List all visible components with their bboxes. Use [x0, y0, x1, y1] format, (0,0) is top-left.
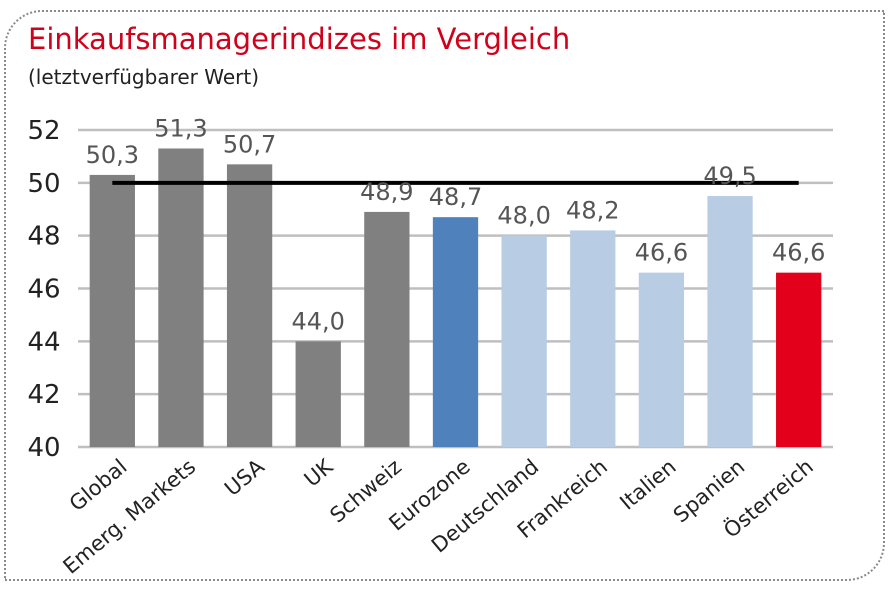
category-label: USA — [220, 454, 269, 501]
data-label: 48,9 — [360, 178, 413, 206]
data-label: 48,7 — [429, 183, 482, 211]
data-label: 46,6 — [772, 239, 825, 267]
bar — [226, 164, 273, 447]
data-label: 51,3 — [154, 114, 207, 142]
data-label: 46,6 — [635, 239, 688, 267]
data-label: 48,0 — [497, 202, 550, 230]
category-label: UK — [300, 454, 339, 492]
data-label: 44,0 — [292, 307, 345, 335]
bar — [432, 217, 479, 447]
bar — [501, 235, 547, 447]
y-axis-ticks: 40 42 44 46 48 50 52 — [27, 116, 60, 463]
data-label: 48,2 — [566, 196, 619, 224]
bar — [707, 196, 753, 447]
y-tick-label: 50 — [27, 169, 60, 199]
data-labels: 50,3 51,3 50,7 44,0 48,9 48,7 48,0 48,2 46,6 49,5… — [86, 114, 826, 335]
bar — [570, 230, 616, 447]
data-label: 50,7 — [223, 130, 276, 158]
y-tick-label: 44 — [27, 327, 60, 357]
bar — [364, 211, 410, 447]
data-label: 49,5 — [703, 162, 756, 190]
category-label: Italien — [615, 454, 680, 514]
data-label: 50,3 — [86, 141, 139, 169]
bar — [638, 272, 685, 447]
y-tick-label: 52 — [27, 116, 60, 146]
y-tick-label: 46 — [27, 275, 60, 305]
bar — [776, 272, 822, 447]
y-tick-label: 48 — [27, 222, 60, 252]
bars — [89, 148, 822, 448]
chart-subtitle: (letztverfügbarer Wert) — [28, 65, 260, 89]
bar — [89, 174, 135, 448]
chart-title: Einkaufsmanagerindizes im Vergleich — [28, 22, 571, 56]
y-tick-label: 42 — [27, 380, 60, 410]
y-tick-label: 40 — [27, 433, 60, 463]
bar — [158, 148, 204, 447]
bar — [295, 341, 341, 447]
